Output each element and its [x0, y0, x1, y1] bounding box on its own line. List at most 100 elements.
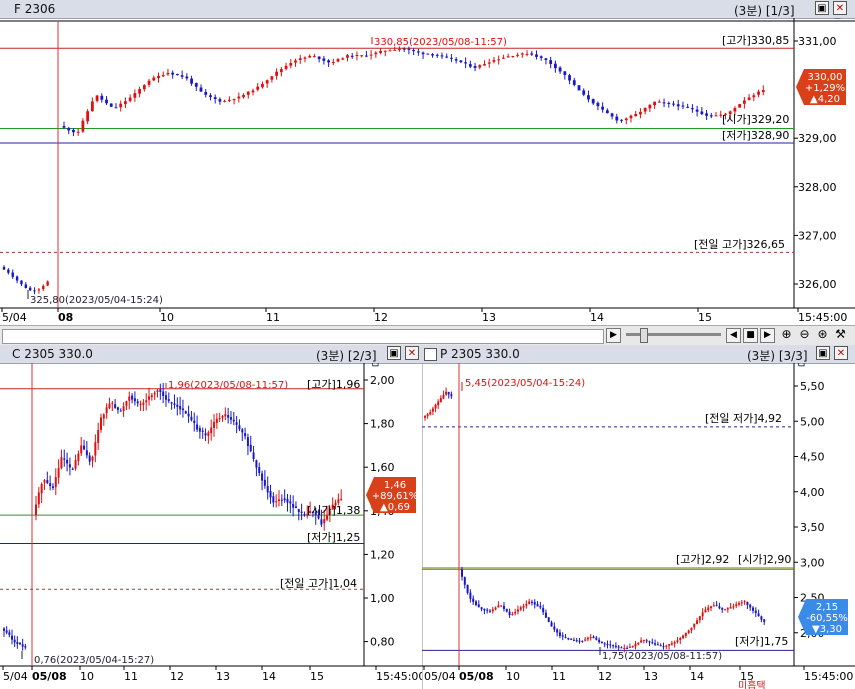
- candle-body: [550, 622, 553, 627]
- close-icon[interactable]: ✕: [834, 346, 848, 360]
- candle-body: [549, 60, 553, 65]
- x-tick-label: 12: [170, 670, 184, 683]
- candle-body: [86, 111, 90, 122]
- prev-icon[interactable]: ◀: [726, 328, 741, 343]
- settings-wrench-icon[interactable]: ⚒: [835, 327, 846, 341]
- call-price-tag-bg: [366, 477, 416, 513]
- zoom-in-icon[interactable]: ⊕: [781, 327, 792, 341]
- candle-body: [696, 620, 699, 625]
- x-tick-label: 5/04: [2, 311, 27, 324]
- candle-body: [553, 626, 556, 630]
- candle-body: [454, 59, 458, 61]
- close-icon[interactable]: ✕: [405, 346, 419, 360]
- candle-body: [497, 605, 500, 608]
- maximize-icon[interactable]: ▣: [815, 1, 829, 15]
- candle-body: [90, 101, 94, 112]
- candle-body: [204, 433, 207, 436]
- candle-body: [128, 396, 131, 401]
- futures-timeframe[interactable]: (3분) [1/3]: [734, 4, 795, 18]
- candle-body: [686, 106, 690, 108]
- chart-scrollbar[interactable]: ▶ ◀ ■ ▶ ⊕ ⊖ ⊛ ⚒: [0, 325, 855, 347]
- x-tick-label: 11: [266, 311, 280, 324]
- candle-body: [49, 483, 52, 487]
- candle-body: [508, 611, 511, 616]
- candle-body: [300, 511, 303, 513]
- candle-body: [3, 628, 5, 631]
- x-tick-label: 05/08: [459, 670, 494, 683]
- candle-body: [327, 60, 330, 63]
- put-checkbox[interactable]: [424, 348, 437, 361]
- candle-body: [469, 592, 472, 599]
- candle-body: [35, 504, 37, 516]
- candle-body: [570, 638, 573, 640]
- candle-body: [275, 501, 278, 503]
- candle-body: [37, 289, 41, 291]
- candle-body: [491, 609, 494, 612]
- candle-body: [279, 69, 283, 73]
- y-tick-label: 329,00: [798, 132, 837, 145]
- high-label: [고가]330,85: [722, 34, 789, 47]
- candle-body: [536, 604, 539, 607]
- zoom-out-icon[interactable]: ⊖: [799, 327, 810, 341]
- candle-body: [520, 53, 524, 55]
- candle-body: [561, 635, 564, 637]
- candle-body: [224, 414, 227, 417]
- call-timeframe[interactable]: (3분) [2/3]: [316, 349, 377, 363]
- call-candle-chart[interactable]: 2,001,801,601,401,201,000,805/0405/08101…: [0, 363, 422, 689]
- maximize-icon[interactable]: ▣: [816, 346, 830, 360]
- x-tick-label: 08: [58, 311, 73, 324]
- candle-body: [346, 55, 349, 58]
- candle-body: [221, 415, 224, 418]
- candle-body: [662, 102, 666, 104]
- candle-body: [119, 103, 123, 108]
- stop-icon[interactable]: ■: [743, 328, 758, 343]
- candle-body: [709, 115, 713, 117]
- candle-body: [246, 91, 250, 95]
- high-label: [고가]2,92: [676, 553, 729, 566]
- candle-body: [341, 58, 345, 60]
- zoom-slider[interactable]: [626, 333, 721, 336]
- close-icon[interactable]: ✕: [833, 1, 847, 15]
- candle-body: [60, 457, 63, 468]
- next-icon[interactable]: ▶: [760, 328, 775, 343]
- y-tick-label: 5,00: [800, 415, 825, 428]
- candle-body: [733, 108, 737, 112]
- candle-body: [612, 645, 615, 647]
- candle-body: [88, 455, 91, 462]
- candles-group: [35, 382, 343, 531]
- candle-body: [659, 645, 662, 647]
- candle-body: [431, 408, 434, 412]
- candle-body: [379, 51, 382, 53]
- x-tick-label: 13: [482, 311, 496, 324]
- candle-body: [416, 51, 420, 53]
- candle-body: [68, 464, 71, 468]
- y-tick-label: 4,50: [800, 451, 825, 464]
- candle-body: [340, 498, 343, 501]
- put-timeframe[interactable]: (3분) [3/3]: [747, 349, 808, 363]
- candle-body: [620, 647, 623, 649]
- candle-body: [229, 417, 232, 420]
- candle-body: [147, 80, 151, 85]
- put-candle-chart[interactable]: 5,505,004,504,003,503,002,502,0005/0405/…: [422, 363, 855, 689]
- candle-body: [119, 410, 122, 412]
- candle-body: [447, 392, 450, 395]
- futures-candle-chart[interactable]: 331,00 329,00 328,00 327,00 326,00 5/04 08 10 11…: [0, 18, 855, 325]
- candle-body: [153, 392, 156, 395]
- zoom-fit-icon[interactable]: ⊛: [817, 327, 828, 341]
- zoom-slider-thumb[interactable]: [640, 328, 648, 343]
- candle-body: [167, 399, 170, 401]
- x-tick-label: 05/08: [32, 670, 67, 683]
- candle-body: [198, 428, 201, 432]
- candle-body: [207, 432, 210, 436]
- scroll-right-button[interactable]: ▶: [606, 328, 621, 343]
- candle-body: [337, 499, 340, 503]
- scroll-track[interactable]: [2, 329, 604, 344]
- candle-body: [133, 398, 136, 402]
- maximize-icon[interactable]: ▣: [387, 346, 401, 360]
- candle-body: [589, 637, 592, 639]
- call-price-tag-line: +89,61%: [372, 491, 419, 502]
- candle-body: [72, 129, 75, 133]
- y-tick-label: 3,50: [800, 521, 825, 534]
- candle-body: [623, 647, 626, 649]
- candle-body: [40, 483, 43, 494]
